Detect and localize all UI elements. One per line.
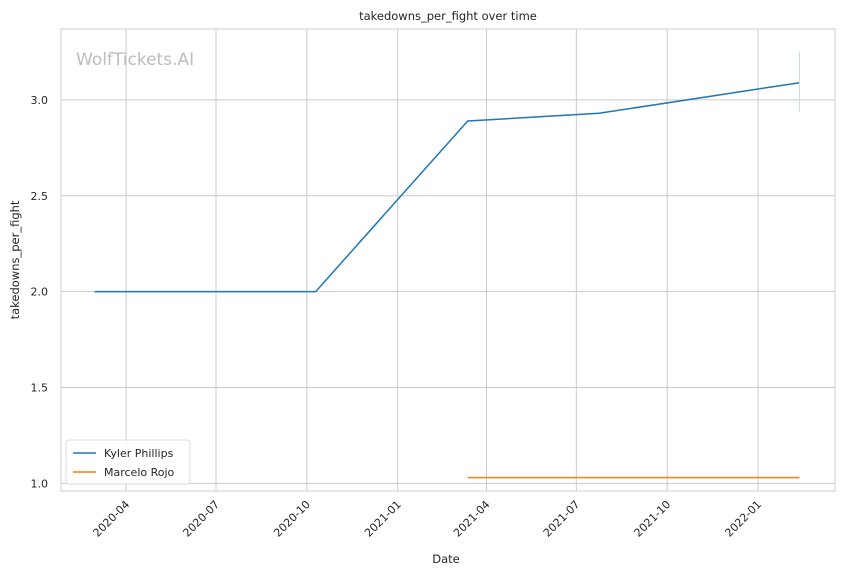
legend-label: Marcelo Rojo — [104, 466, 175, 479]
x-tick-labels: 2020-04 2020-07 2020-10 2021-01 2021-04 2021-… — [91, 498, 765, 540]
y-tick-label: 3.0 — [31, 94, 49, 107]
legend-box — [65, 439, 191, 485]
x-axis-label: Date — [432, 552, 460, 566]
watermark: WolfTickets.AI — [76, 50, 194, 70]
x-tick-label: 2021-07 — [541, 498, 583, 540]
legend: Kyler Phillips Marcelo Rojo — [65, 439, 191, 485]
x-tick-label: 2020-07 — [180, 498, 222, 540]
series-line-0 — [94, 81, 800, 293]
x-tick-label: 2021-01 — [362, 498, 404, 540]
y-tick-label: 1.0 — [31, 477, 49, 490]
y-tick-labels: 1.0 1.5 2.0 2.5 3.0 — [31, 94, 49, 490]
x-tick-label: 2020-04 — [91, 498, 133, 540]
y-axis-label: takedowns_per_fight — [8, 200, 22, 319]
x-tick-label: 2020-10 — [271, 498, 313, 540]
plot-area — [60, 28, 836, 492]
y-tick-label: 2.5 — [31, 190, 49, 203]
chart-title: takedowns_per_fight over time — [359, 9, 537, 23]
y-tick-label: 1.5 — [31, 381, 49, 394]
x-tick-label: 2022-01 — [722, 498, 764, 540]
y-tick-label: 2.0 — [31, 286, 49, 299]
series-layer — [94, 81, 800, 479]
x-tick-label: 2021-04 — [451, 498, 493, 540]
legend-label: Kyler Phillips — [104, 447, 174, 460]
x-tick-label: 2021-10 — [632, 498, 674, 540]
